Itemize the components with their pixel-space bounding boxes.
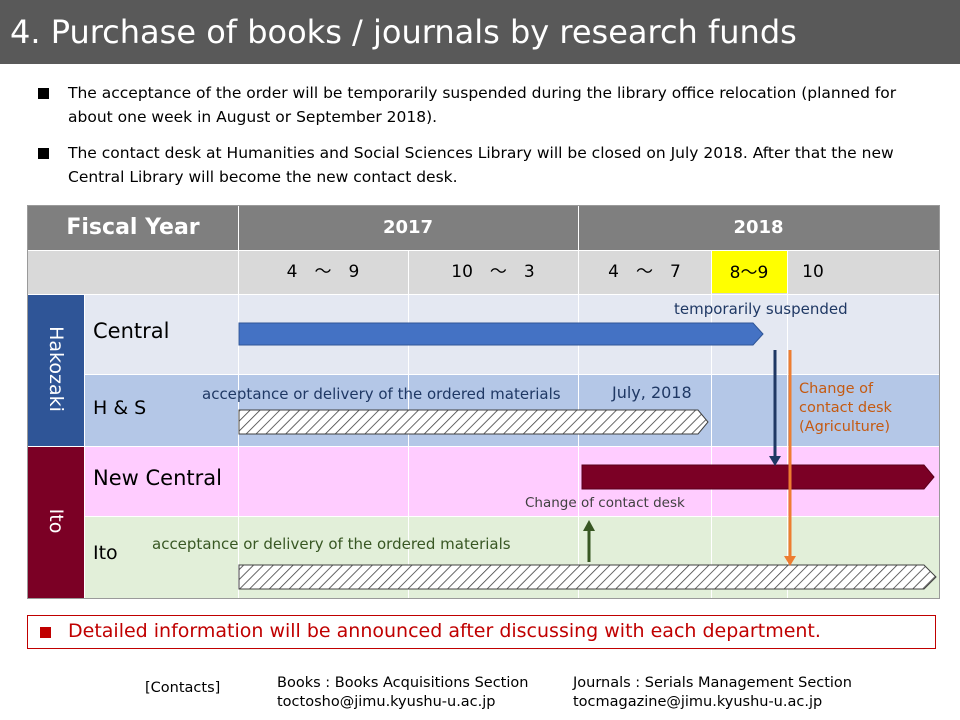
grid-line [28,446,939,447]
period-cell: 10 ～ 3 [451,262,535,282]
bullet-item: The contact desk at Humanities and Socia… [38,141,928,189]
grid-line [84,374,939,375]
books-email: toctosho@jimu.kyushu-u.ac.jp [277,694,496,710]
title-bar: 4. Purchase of books / journals by resea… [0,0,960,64]
group-band-hakozaki [28,294,84,446]
grid-line [787,250,788,598]
callout-square-icon [40,627,51,638]
group-band-ito [28,446,84,598]
row-label-new-central: New Central [93,466,222,490]
callout-text: Detailed information will be announced a… [68,620,821,642]
period-cell-highlighted: 8～9 [711,251,787,293]
change-contact-desk-note: Change of contact desk [525,495,685,511]
bullet-square-icon [38,88,49,99]
page-title: 4. Purchase of books / journals by resea… [10,13,797,51]
row-label-central: Central [93,319,170,343]
period-cell: 4 ～ 9 [286,262,360,282]
bullet-item: The acceptance of the order will be temp… [38,81,928,129]
navy-arrowhead [769,456,781,466]
hs-acceptance-note: acceptance or delivery of the ordered ma… [202,385,561,403]
ito-acceptance-note: acceptance or delivery of the ordered ma… [152,535,511,553]
grid-line [238,206,239,598]
books-contact: Books : Books Acquisitions Section tocto… [277,674,528,712]
hs-hatched-bar [238,409,709,435]
row-label-hs: H & S [93,397,147,419]
year-2018-header: 2018 [733,217,784,238]
fiscal-year-table: Fiscal Year 2017 2018 4 ～ 9 10 ～ 3 4 ～ 7… [27,205,940,599]
change-agriculture-line: Change of [799,381,874,397]
grid-line [28,250,939,251]
bullet-text: The contact desk at Humanities and Socia… [68,144,894,186]
fiscal-year-label: Fiscal Year [66,215,200,240]
journals-contact-line: Journals : Serials Management Section [573,675,852,691]
bullet-text: The acceptance of the order will be temp… [68,84,897,126]
central-bar [238,322,764,346]
grid-line [28,294,939,295]
grid-line [578,206,579,598]
bullet-square-icon [38,148,49,159]
period-cell: 4 ～ 7 [608,262,681,282]
timeline-graphics [238,322,937,590]
contacts-label: [Contacts] [145,680,221,696]
green-arrowhead [583,520,595,531]
row-label-ito: Ito [93,542,118,564]
grid-line [711,250,712,598]
grid-line [84,516,939,517]
header-row [28,206,939,250]
july-2018-note: July, 2018 [612,383,692,402]
books-contact-line: Books : Books Acquisitions Section [277,675,529,691]
ito-hatched-bar [238,564,937,590]
change-agriculture-line: (Agriculture) [799,419,891,435]
orange-arrowhead [784,556,796,566]
change-agriculture-note: Change of contact desk (Agriculture) [799,380,892,437]
new-central-bar [581,464,935,490]
temporarily-suspended-note: temporarily suspended [674,300,848,318]
notice-callout: Detailed information will be announced a… [27,615,936,649]
year-2017-header: 2017 [382,217,434,238]
journals-contact: Journals : Serials Management Section to… [573,674,852,712]
change-agriculture-line: contact desk [799,400,892,416]
journals-email: tocmagazine@jimu.kyushu-u.ac.jp [573,694,823,710]
